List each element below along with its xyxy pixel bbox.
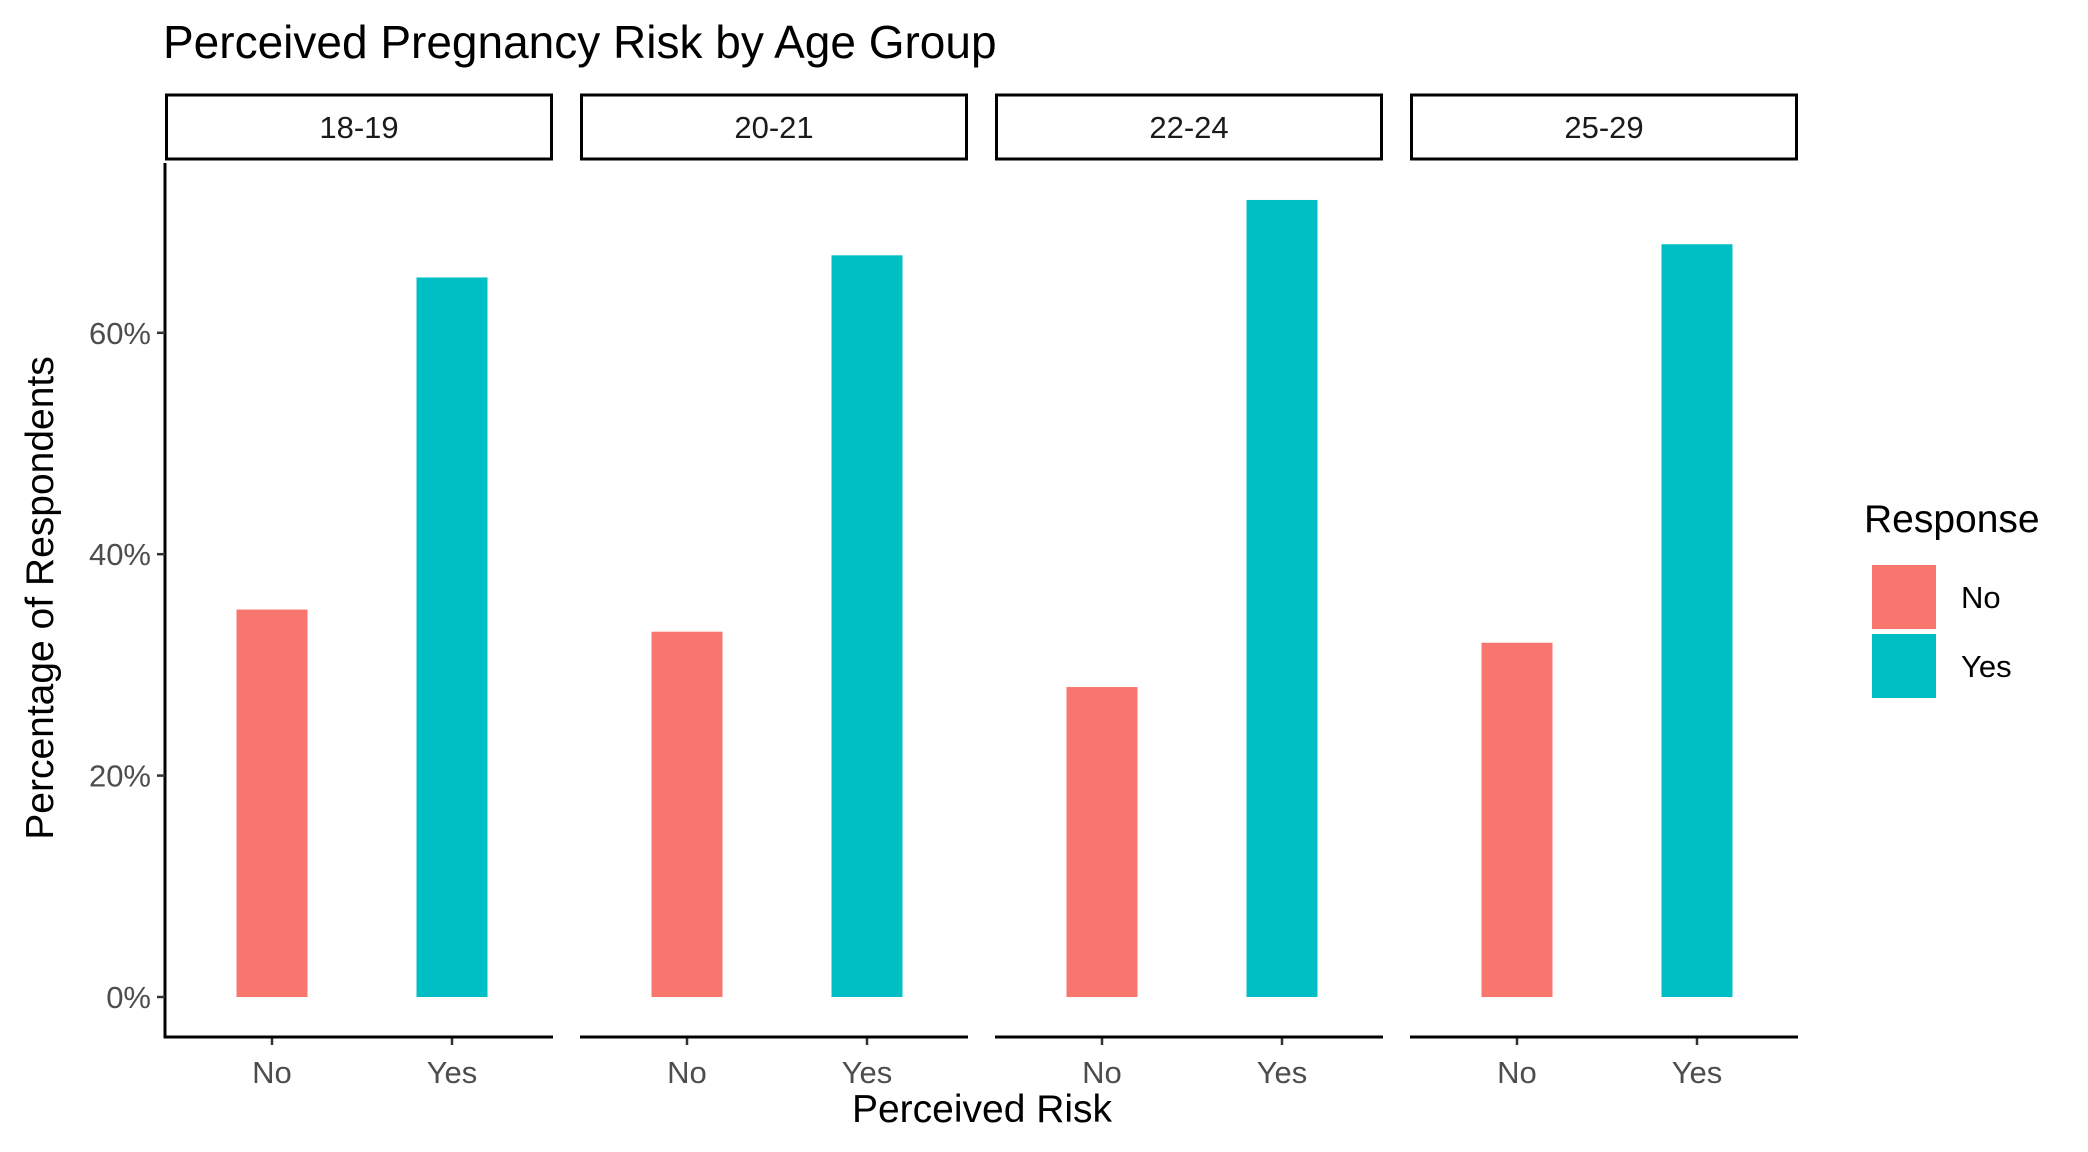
legend-title: Response <box>1864 498 2040 541</box>
facet-panel-22-24: 22-24 No Yes <box>995 93 1383 1090</box>
x-tick-label: No <box>252 1055 292 1090</box>
bar-no-20-21 <box>651 631 723 997</box>
facet-strip <box>580 93 968 161</box>
facet-strip <box>165 93 553 161</box>
facet-strip-label: 22-24 <box>1149 110 1228 145</box>
facets-layer: 18-19 No Yes 20-21 No Yes 22-24 No Yes 25-29 No Yes <box>165 93 1798 1090</box>
bar-yes-22-24 <box>1246 199 1318 997</box>
facet-panel-20-21: 20-21 No Yes <box>580 93 968 1090</box>
bar-yes-18-19 <box>416 277 488 997</box>
legend-label-no: No <box>1961 580 2001 615</box>
x-tick-label: No <box>667 1055 707 1090</box>
y-tick-label: 20% <box>89 759 151 794</box>
bar-no-25-29 <box>1481 642 1553 997</box>
legend-key-yes <box>1872 634 1936 698</box>
x-tick-label: Yes <box>427 1055 478 1090</box>
facet-strip-label: 25-29 <box>1564 110 1643 145</box>
facet-strip <box>995 93 1383 161</box>
y-tick-label: 0% <box>106 980 151 1015</box>
facet-panel-18-19: 18-19 No Yes <box>165 93 553 1090</box>
chart-title: Perceived Pregnancy Risk by Age Group <box>163 16 997 68</box>
y-tick-label: 40% <box>89 537 151 572</box>
facet-strip-label: 20-21 <box>734 110 813 145</box>
x-tick-label: Yes <box>1672 1055 1723 1090</box>
y-axis: 0% 20% 40% 60% <box>89 163 167 1039</box>
facet-strip <box>1410 93 1798 161</box>
x-tick-label: Yes <box>1257 1055 1308 1090</box>
x-tick-label: Yes <box>842 1055 893 1090</box>
facet-strip-label: 18-19 <box>319 110 398 145</box>
x-tick-label: No <box>1082 1055 1122 1090</box>
legend-key-no <box>1872 565 1936 629</box>
y-axis-title: Percentage of Respondents <box>19 356 62 840</box>
x-tick-label: No <box>1497 1055 1537 1090</box>
bar-no-22-24 <box>1066 687 1138 997</box>
legend: Response No Yes <box>1864 498 2040 698</box>
bar-no-18-19 <box>236 609 308 997</box>
facet-panel-25-29: 25-29 No Yes <box>1410 93 1798 1090</box>
y-tick-label: 60% <box>89 316 151 351</box>
x-axis-title: Perceived Risk <box>852 1088 1113 1131</box>
legend-label-yes: Yes <box>1961 649 2012 684</box>
bar-yes-20-21 <box>831 255 903 997</box>
bar-yes-25-29 <box>1661 244 1733 998</box>
